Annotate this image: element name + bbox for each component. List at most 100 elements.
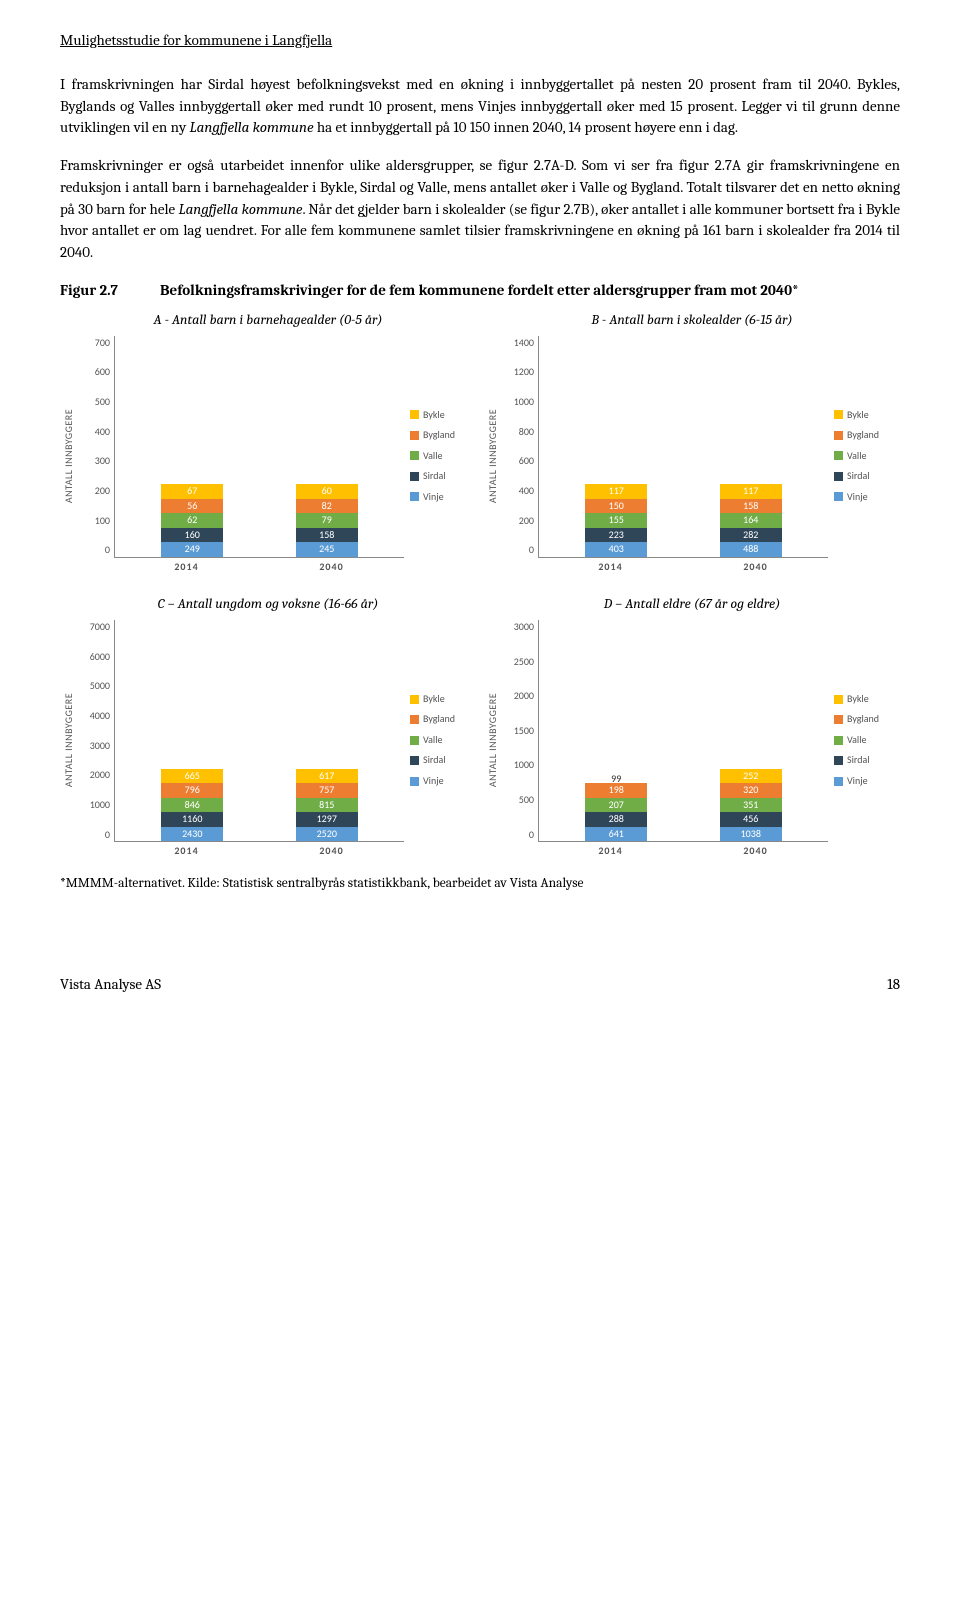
bar-segment-vinje: 2520 bbox=[296, 827, 358, 842]
legend-label: Bykle bbox=[847, 692, 869, 707]
legend-item-vinje: Vinje bbox=[834, 774, 900, 789]
segment-value: 757 bbox=[319, 783, 334, 798]
y-tick: 2000 bbox=[514, 689, 534, 704]
segment-value: 403 bbox=[609, 542, 624, 557]
legend-label: Sirdal bbox=[847, 753, 870, 768]
bar-segment-sirdal: 158 bbox=[296, 528, 358, 543]
legend-item-bygland: Bygland bbox=[834, 712, 900, 727]
legend-item-bykle: Bykle bbox=[834, 692, 900, 707]
x-tick: 2040 bbox=[725, 844, 787, 860]
y-tick: 1200 bbox=[514, 365, 534, 380]
y-axis-label: ANTALL INNBYGGERE bbox=[486, 409, 501, 503]
stacked-bar: 24301160846796665 bbox=[161, 769, 223, 842]
y-tick: 2500 bbox=[514, 655, 534, 670]
y-tick: 3000 bbox=[90, 739, 110, 754]
y-tick: 0 bbox=[529, 828, 534, 843]
legend-label: Bygland bbox=[847, 428, 879, 443]
bar-segment-bykle: 67 bbox=[161, 484, 223, 499]
legend-label: Bykle bbox=[423, 408, 445, 423]
legend-swatch bbox=[410, 410, 419, 419]
bar-segment-valle: 351 bbox=[720, 798, 782, 813]
legend-label: Sirdal bbox=[423, 469, 446, 484]
segment-value: 117 bbox=[609, 484, 624, 499]
legend-item-bykle: Bykle bbox=[834, 408, 900, 423]
bar-segment-sirdal: 456 bbox=[720, 812, 782, 827]
legend-label: Valle bbox=[847, 449, 866, 464]
legend-swatch bbox=[834, 715, 843, 724]
legend-item-bykle: Bykle bbox=[410, 408, 476, 423]
y-axis-label: ANTALL INNBYGGERE bbox=[486, 693, 501, 787]
charts-grid: A - Antall barn i barnehagealder (0-5 år… bbox=[60, 310, 900, 861]
bar-segment-sirdal: 288 bbox=[585, 812, 647, 827]
y-tick: 0 bbox=[105, 828, 110, 843]
legend-swatch bbox=[410, 492, 419, 501]
y-tick: 700 bbox=[95, 336, 110, 351]
y-tick: 200 bbox=[95, 484, 110, 499]
y-tick: 500 bbox=[95, 395, 110, 410]
segment-value: 82 bbox=[322, 499, 332, 514]
bar-segment-valle: 164 bbox=[720, 513, 782, 528]
bar-segment-valle: 846 bbox=[161, 798, 223, 813]
segment-value: 617 bbox=[319, 769, 334, 784]
legend-swatch bbox=[834, 431, 843, 440]
bar-segment-vinje: 1038 bbox=[720, 827, 782, 842]
stacked-bar: 245158798260 bbox=[296, 484, 358, 557]
bar-segment-bykle: 117 bbox=[720, 484, 782, 499]
bar-segment-bygland: 82 bbox=[296, 499, 358, 514]
figure-title-row: Figur 2.7 Befolkningsframskrivinger for … bbox=[60, 280, 900, 302]
bar-segment-bygland: 56 bbox=[161, 499, 223, 514]
legend-swatch bbox=[410, 472, 419, 481]
bar-segment-valle: 79 bbox=[296, 513, 358, 528]
segment-value: 164 bbox=[743, 513, 758, 528]
bar-segment-vinje: 249 bbox=[161, 542, 223, 557]
segment-value: 252 bbox=[743, 769, 758, 784]
x-tick: 2014 bbox=[580, 844, 642, 860]
segment-value: 1160 bbox=[182, 812, 202, 827]
segment-value: 158 bbox=[319, 528, 334, 543]
legend-label: Vinje bbox=[847, 490, 868, 505]
legend-swatch bbox=[834, 451, 843, 460]
legend-label: Sirdal bbox=[847, 469, 870, 484]
legend-item-bygland: Bygland bbox=[410, 712, 476, 727]
legend-label: Bygland bbox=[423, 428, 455, 443]
legend-label: Valle bbox=[423, 449, 442, 464]
bar-segment-sirdal: 223 bbox=[585, 528, 647, 543]
chart-subtitle: B - Antall barn i skolealder (6-15 år) bbox=[484, 310, 900, 330]
legend-swatch bbox=[834, 736, 843, 745]
chart-subtitle: A - Antall barn i barnehagealder (0-5 år… bbox=[60, 310, 476, 330]
legend-swatch bbox=[834, 756, 843, 765]
legend-label: Vinje bbox=[847, 774, 868, 789]
y-tick: 300 bbox=[95, 454, 110, 469]
segment-value: 846 bbox=[185, 798, 200, 813]
chart-subtitle: C – Antall ungdom og voksne (16-66 år) bbox=[60, 594, 476, 614]
y-axis-label: ANTALL INNBYGGERE bbox=[62, 693, 77, 787]
chart-subtitle: D – Antall eldre (67 år og eldre) bbox=[484, 594, 900, 614]
segment-value: 207 bbox=[609, 798, 624, 813]
bar-segment-sirdal: 160 bbox=[161, 528, 223, 543]
legend-item-valle: Valle bbox=[410, 733, 476, 748]
y-tick: 3000 bbox=[514, 620, 534, 635]
bar-segment-bygland: 796 bbox=[161, 783, 223, 798]
segment-value: 2430 bbox=[182, 827, 202, 842]
chart-C: C – Antall ungdom og voksne (16-66 år) AN… bbox=[60, 594, 476, 860]
y-tick: 1000 bbox=[514, 395, 534, 410]
stacked-bar: 403223155150117 bbox=[585, 484, 647, 557]
paragraph-1: I framskrivningen har Sirdal høyest befo… bbox=[60, 74, 900, 139]
bar-segment-bykle: 117 bbox=[585, 484, 647, 499]
footer-left: Vista Analyse AS bbox=[60, 974, 161, 996]
segment-value: 56 bbox=[187, 499, 197, 514]
legend-swatch bbox=[410, 715, 419, 724]
bar-segment-vinje: 2430 bbox=[161, 827, 223, 842]
segment-value: 488 bbox=[743, 542, 758, 557]
segment-value: 67 bbox=[187, 484, 197, 499]
stacked-bar: 249160625667 bbox=[161, 484, 223, 557]
bar-segment-vinje: 245 bbox=[296, 542, 358, 557]
stacked-bar: 488282164158117 bbox=[720, 484, 782, 557]
bar-segment-bykle: 252 bbox=[720, 769, 782, 784]
legend-label: Bykle bbox=[847, 408, 869, 423]
y-tick: 400 bbox=[95, 425, 110, 440]
legend-swatch bbox=[410, 736, 419, 745]
segment-value: 249 bbox=[185, 542, 200, 557]
legend-label: Bygland bbox=[423, 712, 455, 727]
legend-swatch bbox=[834, 492, 843, 501]
